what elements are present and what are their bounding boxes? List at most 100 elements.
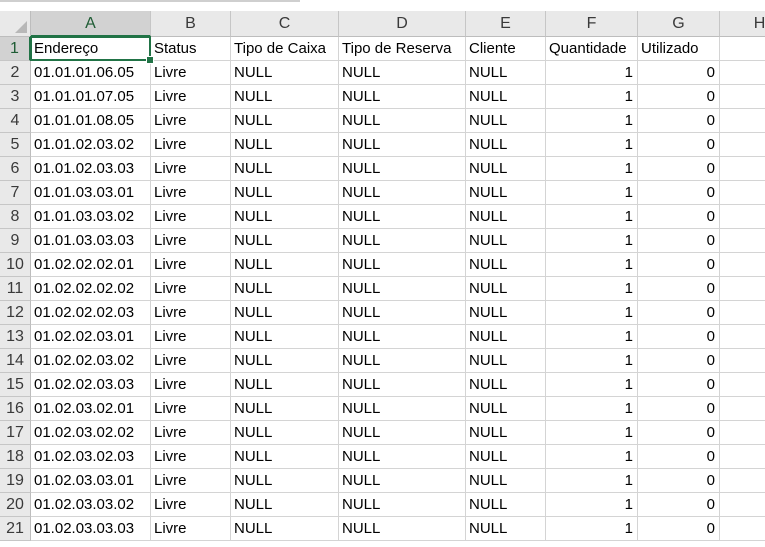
- table-cell[interactable]: Livre: [151, 229, 231, 253]
- table-cell[interactable]: NULL: [231, 133, 339, 157]
- table-cell[interactable]: Livre: [151, 109, 231, 133]
- column-header-g[interactable]: G: [638, 11, 720, 37]
- table-cell[interactable]: NULL: [466, 229, 546, 253]
- table-cell[interactable]: 1: [546, 469, 638, 493]
- row-header-1[interactable]: 1: [0, 37, 31, 61]
- table-cell[interactable]: NULL: [466, 493, 546, 517]
- table-cell[interactable]: NULL: [339, 493, 466, 517]
- table-cell[interactable]: 0: [638, 109, 720, 133]
- table-cell[interactable]: Livre: [151, 397, 231, 421]
- table-cell[interactable]: [720, 229, 765, 253]
- table-cell[interactable]: Livre: [151, 133, 231, 157]
- table-cell[interactable]: NULL: [339, 61, 466, 85]
- table-cell[interactable]: NULL: [339, 421, 466, 445]
- table-cell[interactable]: NULL: [231, 229, 339, 253]
- table-cell[interactable]: 0: [638, 493, 720, 517]
- header-cell[interactable]: [720, 37, 765, 61]
- table-cell[interactable]: 0: [638, 445, 720, 469]
- column-header-a[interactable]: A: [31, 11, 151, 37]
- row-header-10[interactable]: 10: [0, 253, 31, 277]
- table-cell[interactable]: 01.02.03.02.03: [31, 445, 151, 469]
- table-cell[interactable]: Livre: [151, 85, 231, 109]
- table-cell[interactable]: NULL: [466, 469, 546, 493]
- table-cell[interactable]: NULL: [231, 469, 339, 493]
- table-cell[interactable]: 0: [638, 421, 720, 445]
- table-cell[interactable]: Livre: [151, 349, 231, 373]
- table-cell[interactable]: NULL: [466, 181, 546, 205]
- table-cell[interactable]: 1: [546, 445, 638, 469]
- table-cell[interactable]: NULL: [339, 205, 466, 229]
- header-cell[interactable]: Utilizado: [638, 37, 720, 61]
- table-cell[interactable]: [720, 397, 765, 421]
- header-cell[interactable]: Tipo de Reserva: [339, 37, 466, 61]
- table-cell[interactable]: [720, 469, 765, 493]
- column-header-e[interactable]: E: [466, 11, 546, 37]
- row-header-18[interactable]: 18: [0, 445, 31, 469]
- table-cell[interactable]: 0: [638, 517, 720, 541]
- header-cell[interactable]: Tipo de Caixa: [231, 37, 339, 61]
- row-header-21[interactable]: 21: [0, 517, 31, 541]
- table-cell[interactable]: NULL: [466, 517, 546, 541]
- table-cell[interactable]: NULL: [466, 61, 546, 85]
- row-header-2[interactable]: 2: [0, 61, 31, 85]
- table-cell[interactable]: NULL: [339, 229, 466, 253]
- table-cell[interactable]: [720, 301, 765, 325]
- table-cell[interactable]: NULL: [466, 253, 546, 277]
- table-cell[interactable]: NULL: [231, 181, 339, 205]
- table-cell[interactable]: NULL: [339, 181, 466, 205]
- table-cell[interactable]: 01.01.02.03.03: [31, 157, 151, 181]
- table-cell[interactable]: 0: [638, 205, 720, 229]
- table-cell[interactable]: NULL: [231, 325, 339, 349]
- header-cell[interactable]: Status: [151, 37, 231, 61]
- table-cell[interactable]: [720, 517, 765, 541]
- table-cell[interactable]: 1: [546, 493, 638, 517]
- header-cell[interactable]: Endereço: [31, 37, 151, 61]
- table-cell[interactable]: 1: [546, 397, 638, 421]
- column-header-f[interactable]: F: [546, 11, 638, 37]
- select-all-button[interactable]: [0, 11, 31, 37]
- table-cell[interactable]: 01.01.03.03.03: [31, 229, 151, 253]
- table-cell[interactable]: 0: [638, 229, 720, 253]
- row-header-16[interactable]: 16: [0, 397, 31, 421]
- table-cell[interactable]: 01.02.02.02.01: [31, 253, 151, 277]
- table-cell[interactable]: [720, 85, 765, 109]
- table-cell[interactable]: 0: [638, 181, 720, 205]
- table-cell[interactable]: 0: [638, 85, 720, 109]
- table-cell[interactable]: 01.02.03.03.01: [31, 469, 151, 493]
- table-cell[interactable]: 01.02.03.02.02: [31, 421, 151, 445]
- table-cell[interactable]: NULL: [339, 373, 466, 397]
- table-cell[interactable]: [720, 133, 765, 157]
- table-cell[interactable]: 1: [546, 325, 638, 349]
- row-header-12[interactable]: 12: [0, 301, 31, 325]
- table-cell[interactable]: Livre: [151, 181, 231, 205]
- table-cell[interactable]: Livre: [151, 61, 231, 85]
- table-cell[interactable]: 01.01.02.03.02: [31, 133, 151, 157]
- table-cell[interactable]: 1: [546, 181, 638, 205]
- table-cell[interactable]: NULL: [231, 61, 339, 85]
- column-header-b[interactable]: B: [151, 11, 231, 37]
- table-cell[interactable]: 0: [638, 157, 720, 181]
- table-cell[interactable]: NULL: [231, 157, 339, 181]
- table-cell[interactable]: NULL: [339, 85, 466, 109]
- table-cell[interactable]: NULL: [339, 133, 466, 157]
- table-cell[interactable]: 01.01.03.03.01: [31, 181, 151, 205]
- header-cell[interactable]: Cliente: [466, 37, 546, 61]
- row-header-9[interactable]: 9: [0, 229, 31, 253]
- table-cell[interactable]: Livre: [151, 253, 231, 277]
- table-cell[interactable]: Livre: [151, 493, 231, 517]
- column-header-d[interactable]: D: [339, 11, 466, 37]
- table-cell[interactable]: 01.01.03.03.02: [31, 205, 151, 229]
- table-cell[interactable]: NULL: [339, 325, 466, 349]
- row-header-5[interactable]: 5: [0, 133, 31, 157]
- row-header-14[interactable]: 14: [0, 349, 31, 373]
- table-cell[interactable]: 0: [638, 469, 720, 493]
- table-cell[interactable]: NULL: [339, 445, 466, 469]
- table-cell[interactable]: Livre: [151, 373, 231, 397]
- table-cell[interactable]: NULL: [466, 109, 546, 133]
- table-cell[interactable]: Livre: [151, 205, 231, 229]
- table-cell[interactable]: 0: [638, 133, 720, 157]
- table-cell[interactable]: [720, 61, 765, 85]
- table-cell[interactable]: 01.01.01.06.05: [31, 61, 151, 85]
- table-cell[interactable]: NULL: [466, 205, 546, 229]
- table-cell[interactable]: 01.02.02.02.03: [31, 301, 151, 325]
